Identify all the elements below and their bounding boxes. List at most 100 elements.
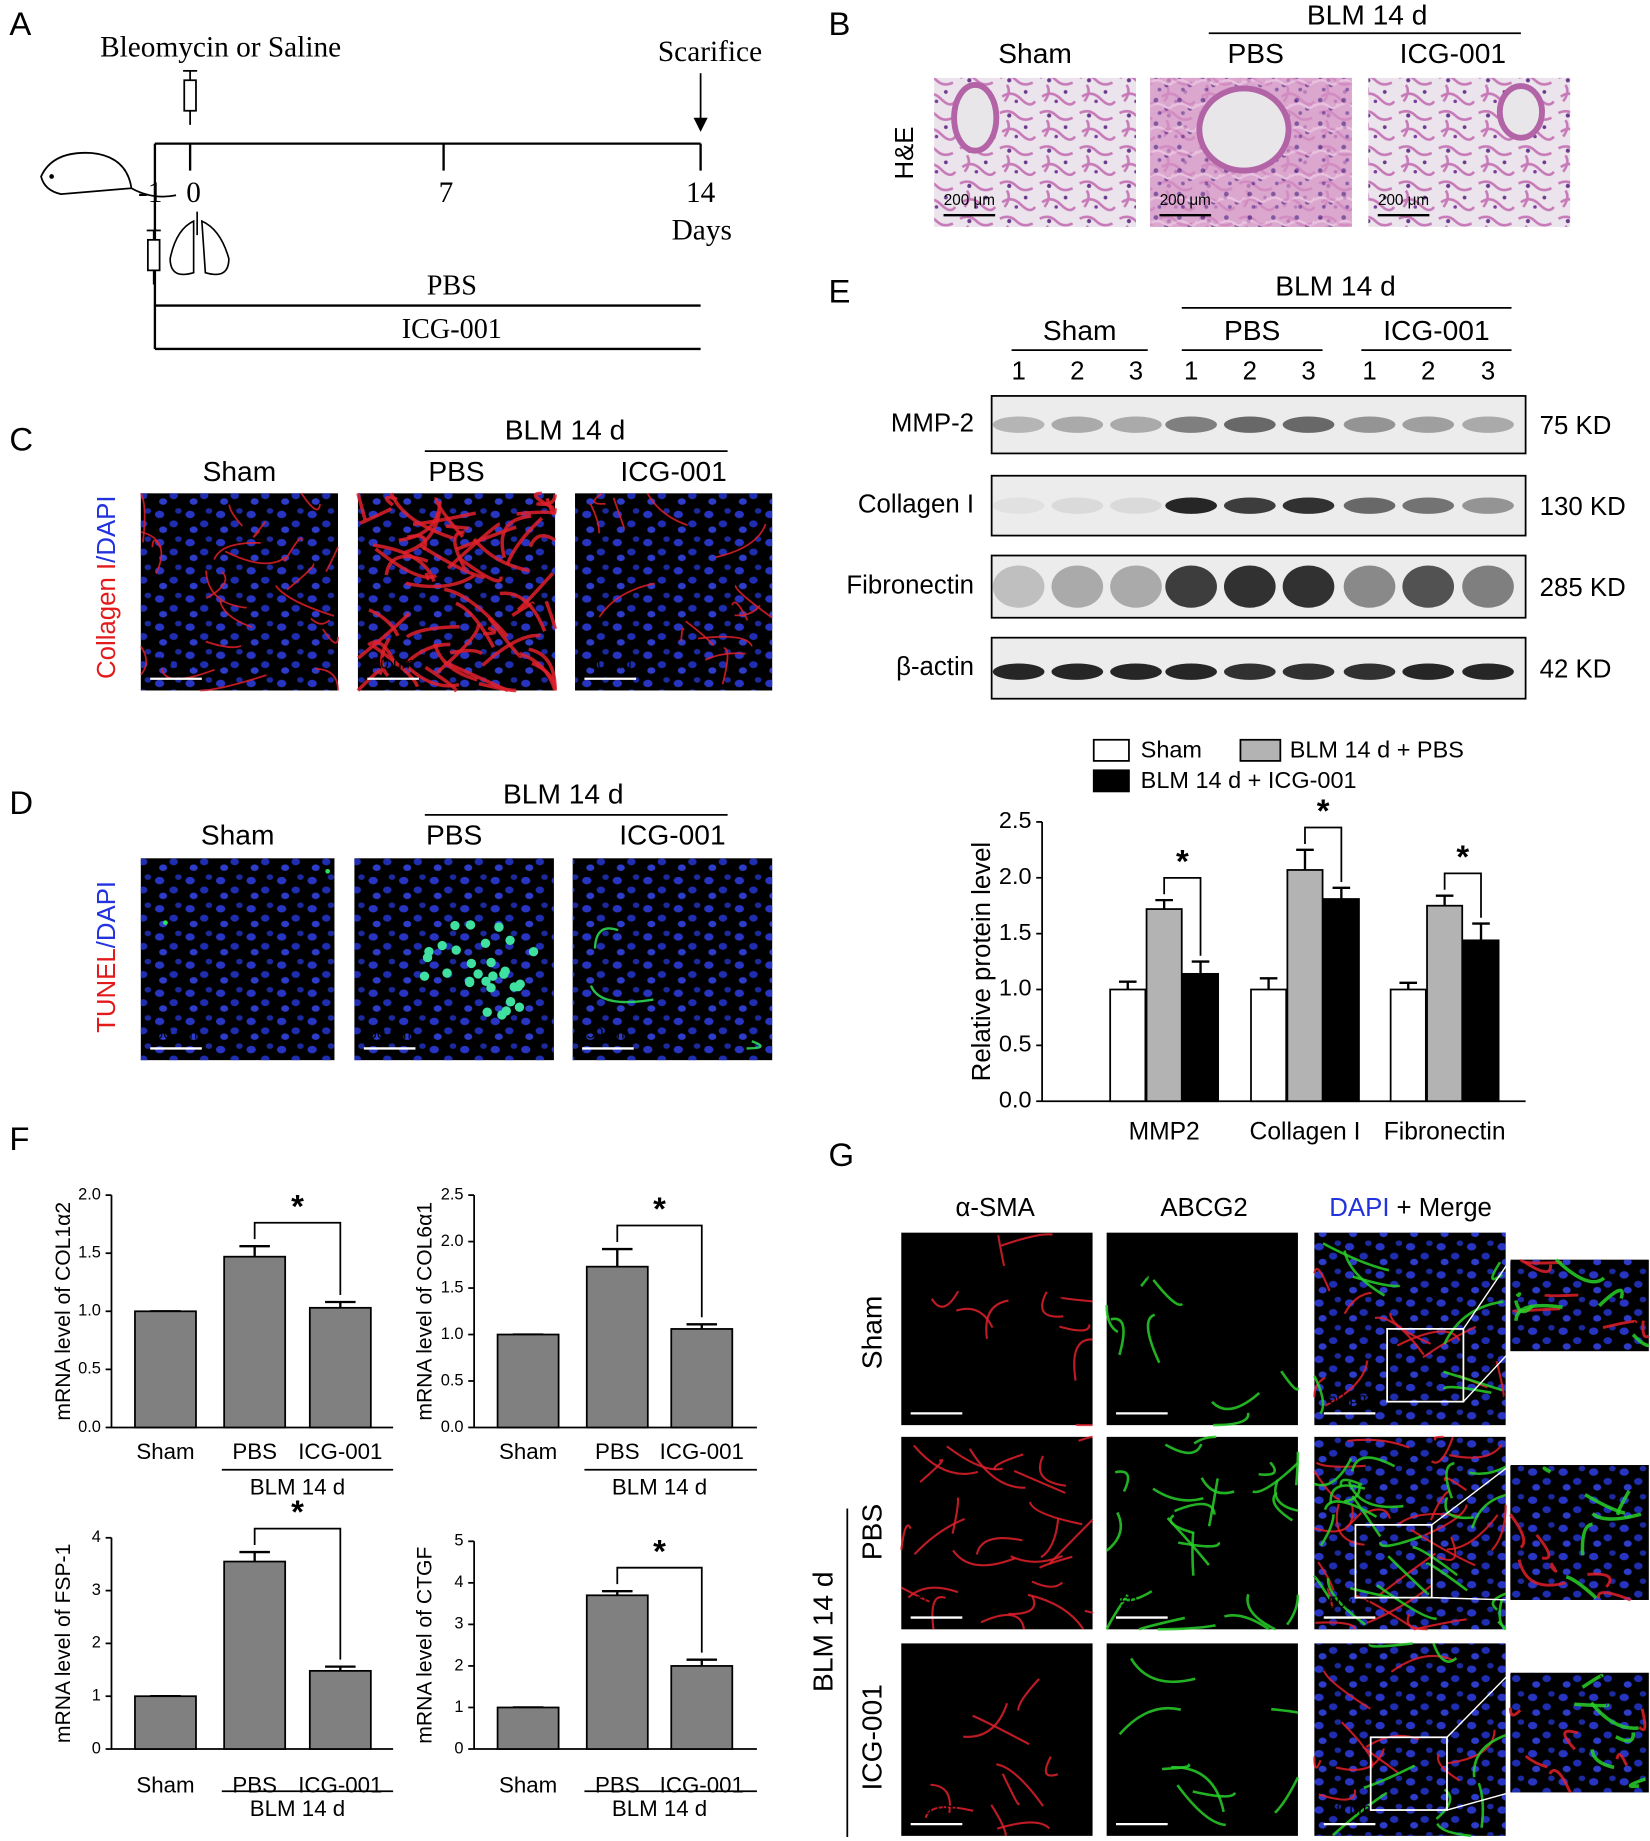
stain-signal [1347, 1481, 1404, 1509]
stain-signal [528, 947, 539, 957]
y-tick-label: 0.0 [441, 1418, 464, 1436]
stain-signal [930, 1783, 951, 1814]
stain-signal [1436, 1753, 1461, 1782]
scale-label: 50 μm [1121, 1595, 1164, 1612]
bar [1322, 898, 1360, 1103]
stain-signal [1166, 1517, 1210, 1566]
y-tick-label: 1.5 [441, 1278, 464, 1296]
nuclei [140, 858, 335, 1061]
stain-signal [422, 952, 433, 963]
stain-signal [1313, 1756, 1322, 1769]
zoom-line [1431, 1464, 1511, 1526]
stain-signal [1469, 1465, 1507, 1476]
stain-signal [1554, 1258, 1606, 1284]
stain-signal [1517, 1559, 1566, 1587]
row-label: ICG-001 [857, 1684, 888, 1790]
stain-signal [704, 652, 746, 661]
panel-label: F [9, 1120, 29, 1157]
stain-signal [1280, 1370, 1300, 1391]
stain-signal [1362, 1746, 1399, 1774]
stain-signal [990, 1804, 1007, 1836]
scale-label: 50 μm [915, 1801, 958, 1818]
bar [223, 1560, 287, 1750]
y-axis-label: mRNA level of COL1α2 [52, 1202, 75, 1421]
stain-signal [919, 1459, 944, 1483]
stain-signal [464, 976, 475, 987]
stain-signal [1252, 1462, 1299, 1494]
blot-band [1462, 416, 1514, 433]
stain-signal [356, 492, 367, 521]
stain-signal [1436, 1822, 1472, 1838]
stain-signal [1048, 1519, 1094, 1565]
stain-signal [975, 1537, 1023, 1555]
stain-signal [900, 1524, 912, 1551]
stain-signal [219, 599, 253, 629]
airway [1196, 85, 1292, 174]
stain-signal [955, 1307, 994, 1329]
syringe [183, 79, 197, 112]
zoom-box [1354, 1523, 1433, 1599]
endpoint-label: Scarifice [658, 36, 762, 68]
stain-signal [455, 601, 496, 648]
stain-signal [322, 628, 339, 644]
scale-label: 50 μm [368, 1025, 411, 1042]
blot-band [1282, 565, 1335, 608]
bar [496, 1333, 560, 1429]
stain-signal [1110, 1317, 1125, 1356]
stain-signal [1000, 1233, 1053, 1247]
bar [670, 1328, 734, 1429]
stain-signal [205, 570, 247, 609]
stain-signal [1323, 1500, 1378, 1518]
stain-label: H&E [891, 126, 919, 179]
bar [1182, 972, 1220, 1103]
stain-signal [1313, 1268, 1331, 1292]
stain-signal [1274, 1776, 1300, 1814]
stain-signal [315, 668, 339, 691]
stain-signal [424, 572, 430, 581]
zoom-line [1446, 1791, 1511, 1811]
stain-signal [1581, 1673, 1604, 1689]
stain-signal [1615, 1732, 1635, 1743]
stain-signal [1164, 1443, 1203, 1455]
stain-signal [482, 1007, 492, 1017]
treatment-label: ICG-001 [402, 314, 502, 345]
stain-signal [1105, 1305, 1119, 1334]
stain-signal [1509, 1513, 1526, 1549]
stain-signal [1449, 1443, 1503, 1459]
stain-signal [455, 525, 517, 552]
stain-signal [1472, 1734, 1507, 1778]
stain-signal [1347, 1512, 1362, 1527]
stain-signal [442, 968, 452, 978]
group-label: BLM 14 d [1275, 270, 1396, 301]
zoom-line [1462, 1350, 1511, 1403]
stain-signal [1246, 1593, 1276, 1631]
size-label: 42 KD [1540, 655, 1612, 683]
stain-signal [1445, 1461, 1455, 1499]
y-tick-label: 2 [454, 1656, 463, 1674]
x-tick-label: PBS [232, 1439, 277, 1464]
stain-signal [1017, 1678, 1040, 1711]
zoom-box [1386, 1328, 1465, 1403]
blot-band [1051, 416, 1104, 433]
stain-signal [1193, 1435, 1217, 1445]
stain-signal [1549, 1562, 1558, 1573]
significance-mark: * [1176, 842, 1189, 879]
stain-signal [1363, 1764, 1416, 1789]
stain-signal [1191, 1532, 1195, 1576]
group-label: BLM 14 d [612, 1474, 707, 1499]
stain-signal [1286, 1594, 1300, 1626]
stain-signal [924, 1806, 974, 1819]
panel-label: D [9, 784, 33, 821]
legend-swatch [1092, 769, 1130, 793]
stain-signal [1140, 1275, 1149, 1287]
stain-signal [228, 504, 243, 527]
y-tick-label: 3 [454, 1615, 463, 1633]
x-tick-label: PBS [595, 1439, 640, 1464]
x-tick-label: Sham [499, 1439, 557, 1464]
stain-signal [1542, 1466, 1552, 1474]
scale-label: 50 μm [155, 1025, 198, 1042]
stain-signal [1443, 1476, 1467, 1492]
stain-signal [1490, 1504, 1507, 1551]
stain-signal [1329, 1484, 1366, 1504]
